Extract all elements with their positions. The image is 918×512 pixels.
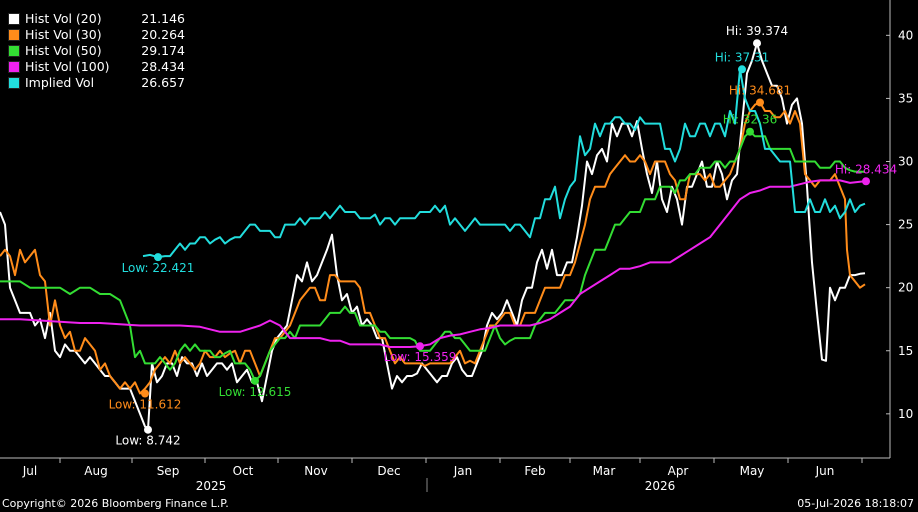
chart-legend: Hist Vol (20) 21.146 Hist Vol (30) 20.26… xyxy=(8,11,185,91)
annotation-label: Hi: 39.374 xyxy=(726,24,788,38)
annotation-label: Hi: 28.434 xyxy=(835,162,897,176)
legend-value: 21.146 xyxy=(141,11,185,26)
legend-item[interactable]: Implied Vol 26.657 xyxy=(8,75,185,91)
series-line xyxy=(0,42,866,431)
annotation-label: Hi: 34.681 xyxy=(729,83,791,97)
copyright-text: Copyright© 2026 Bloomberg Finance L.P. xyxy=(2,497,229,510)
annotation-marker xyxy=(756,98,764,107)
legend-item[interactable]: Hist Vol (100) 28.434 xyxy=(8,59,185,75)
legend-item[interactable]: Hist Vol (50) 29.174 xyxy=(8,43,185,59)
legend-item[interactable]: Hist Vol (30) 20.264 xyxy=(8,27,185,43)
annotation-label: Hi: 32.36 xyxy=(723,113,778,127)
y-tick-label: 40 xyxy=(898,28,913,42)
y-tick-label: 30 xyxy=(898,154,913,168)
annotation-label: Low: 8.742 xyxy=(115,434,180,448)
legend-swatch xyxy=(8,61,20,73)
x-tick-label: Jun xyxy=(815,464,835,478)
y-tick-label: 35 xyxy=(898,91,913,105)
annotation-marker xyxy=(738,65,746,74)
x-tick-label: Feb xyxy=(524,464,545,478)
legend-swatch xyxy=(8,13,20,25)
legend-label: Hist Vol (20) xyxy=(25,11,102,26)
y-tick-label: 20 xyxy=(898,281,913,295)
annotation-label: Low: 11.612 xyxy=(109,398,182,412)
x-tick-label: Oct xyxy=(233,464,254,478)
legend-label: Hist Vol (100) xyxy=(25,59,110,74)
legend-value: 28.434 xyxy=(141,59,185,74)
legend-swatch xyxy=(8,77,20,89)
x-tick-label: May xyxy=(740,464,765,478)
annotation-label: Low: 12.615 xyxy=(219,385,292,399)
annotation-marker xyxy=(416,342,424,351)
year-label: 2026 xyxy=(645,479,676,493)
annotation-marker xyxy=(154,253,162,262)
year-label: 2025 xyxy=(196,479,227,493)
annotation-label: Low: 15.359 xyxy=(384,350,457,364)
legend-swatch xyxy=(8,29,20,41)
x-tick-label: Jan xyxy=(453,464,473,478)
y-tick-label: 25 xyxy=(898,218,913,232)
annotation-label: Hi: 37.31 xyxy=(715,50,770,64)
x-tick-label: Mar xyxy=(593,464,616,478)
annotation-marker xyxy=(862,177,870,186)
x-tick-label: Sep xyxy=(157,464,180,478)
annotation-marker xyxy=(251,376,259,385)
series-line xyxy=(142,68,866,259)
x-tick-label: Apr xyxy=(668,464,689,478)
series-line xyxy=(0,130,866,382)
annotation-marker xyxy=(746,127,754,136)
y-tick-label: 15 xyxy=(898,344,913,358)
x-tick-label: Jul xyxy=(22,464,37,478)
legend-swatch xyxy=(8,45,20,57)
x-tick-label: Aug xyxy=(84,464,107,478)
series-line xyxy=(0,179,866,348)
annotation-marker xyxy=(753,39,761,48)
legend-value: 20.264 xyxy=(141,27,185,42)
annotation-marker xyxy=(144,425,152,434)
annotation-label: Low: 22.421 xyxy=(122,261,195,275)
legend-value: 29.174 xyxy=(141,43,185,58)
timestamp-text: 05-Jul-2026 18:18:07 xyxy=(797,497,914,510)
legend-item[interactable]: Hist Vol (20) 21.146 xyxy=(8,11,185,27)
x-tick-label: Dec xyxy=(377,464,400,478)
x-tick-label: Nov xyxy=(304,464,327,478)
series-line xyxy=(0,101,866,395)
legend-label: Hist Vol (50) xyxy=(25,43,102,58)
legend-label: Hist Vol (30) xyxy=(25,27,102,42)
legend-label: Implied Vol xyxy=(25,75,95,90)
legend-value: 26.657 xyxy=(141,75,185,90)
annotation-marker xyxy=(141,389,149,398)
y-tick-label: 10 xyxy=(898,407,913,421)
